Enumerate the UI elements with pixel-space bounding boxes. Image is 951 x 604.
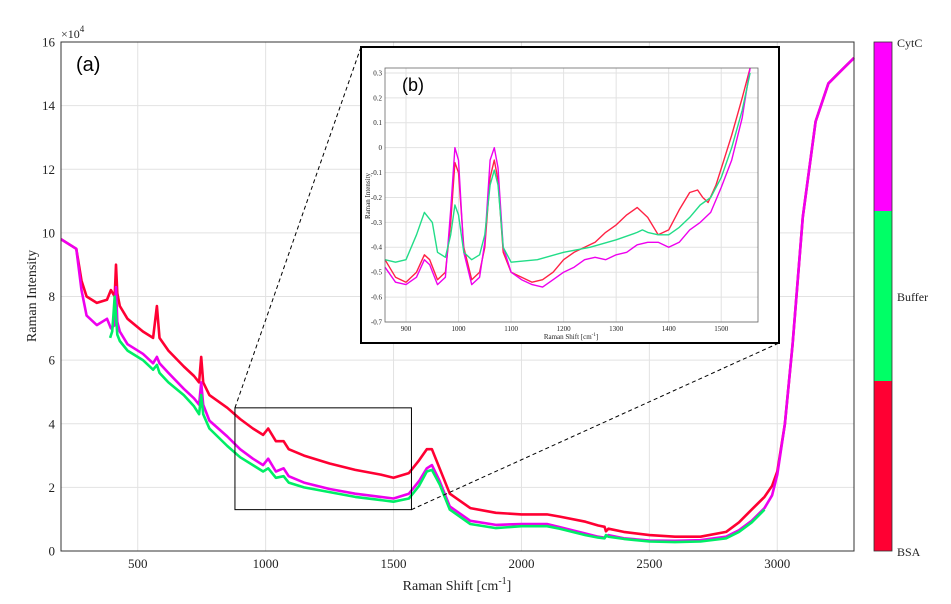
zoom-box bbox=[234, 407, 412, 511]
series-line-bsa bbox=[60, 56, 855, 539]
x-tick-label: 1500 bbox=[714, 325, 729, 333]
x-tick-label: 1500 bbox=[381, 556, 407, 571]
series-line-buffer bbox=[108, 295, 766, 544]
x-tick-label: 3000 bbox=[764, 556, 790, 571]
zoom-connector-bottom bbox=[411, 342, 780, 511]
x-tick-label: 2000 bbox=[508, 556, 534, 571]
y-tick-label: 4 bbox=[49, 416, 56, 431]
series-line-buffer bbox=[384, 72, 751, 263]
x-tick-label: 1000 bbox=[253, 556, 279, 571]
y-tick-label: -0.1 bbox=[371, 169, 383, 177]
colorbar-segment-buffer bbox=[874, 211, 892, 381]
inset-grid bbox=[385, 68, 758, 323]
inset-x-axis-label-sup: -1 bbox=[592, 333, 597, 338]
y-exponent-base: ×10 bbox=[61, 27, 80, 41]
inset-plot: 900 1000 1100 1200 1300 1400 1500 -0.7 -0.6 -0.5… bbox=[360, 46, 780, 344]
x-tick-label: 1000 bbox=[452, 325, 467, 333]
main-x-axis-label-tail: ] bbox=[507, 579, 512, 594]
y-tick-label: 0.1 bbox=[373, 119, 382, 127]
main-series bbox=[60, 56, 855, 544]
x-tick-label: 1200 bbox=[557, 325, 572, 333]
y-exponent-label: ×104 bbox=[61, 24, 85, 41]
y-tick-label: 0.2 bbox=[373, 94, 382, 102]
y-tick-label: 16 bbox=[42, 35, 56, 50]
colorbar-legend: CytC Buffer BSA bbox=[873, 36, 928, 559]
y-tick-label: -0.6 bbox=[371, 294, 383, 302]
main-y-tick-labels: 0 2 4 6 8 10 12 14 16 bbox=[42, 35, 56, 559]
series-line-cytc bbox=[384, 67, 751, 288]
y-tick-label: -0.2 bbox=[371, 194, 383, 202]
x-tick-label: 900 bbox=[401, 325, 412, 333]
y-tick-label: 8 bbox=[49, 289, 56, 304]
y-tick-label: -0.4 bbox=[371, 244, 383, 252]
inset-y-tick-labels: -0.7 -0.6 -0.5 -0.4 -0.3 -0.2 -0.1 0 0.1 0.2 0.3 bbox=[371, 69, 383, 326]
x-tick-label: 1300 bbox=[609, 325, 624, 333]
panel-label-b: (b) bbox=[402, 75, 424, 95]
y-tick-label: 6 bbox=[49, 353, 56, 368]
x-tick-label: 1100 bbox=[504, 325, 518, 333]
main-x-tick-labels: 500 1000 1500 2000 2500 3000 bbox=[128, 556, 790, 571]
y-tick-label: 12 bbox=[42, 162, 55, 177]
x-tick-label: 1400 bbox=[662, 325, 677, 333]
y-tick-label: 10 bbox=[42, 225, 55, 240]
y-tick-label: 2 bbox=[49, 480, 56, 495]
series-line-cytc bbox=[60, 56, 855, 543]
y-tick-label: 14 bbox=[42, 98, 56, 113]
y-exponent-power: 4 bbox=[80, 24, 85, 34]
inset-x-axis-label-tail: ] bbox=[596, 333, 598, 341]
y-tick-label: -0.5 bbox=[371, 269, 383, 277]
main-x-axis-label-sup: -1 bbox=[498, 576, 506, 587]
inset-y-axis-label: Raman Intensity bbox=[364, 172, 372, 219]
y-tick-label: 0 bbox=[49, 544, 56, 559]
inset-x-tick-labels: 900 1000 1100 1200 1300 1400 1500 bbox=[401, 325, 729, 333]
panel-label-a: (a) bbox=[76, 54, 100, 76]
y-tick-label: -0.3 bbox=[371, 219, 383, 227]
y-tick-label: -0.7 bbox=[371, 318, 383, 326]
colorbar-label-bsa: BSA bbox=[897, 545, 921, 559]
y-tick-label: 0.3 bbox=[373, 69, 382, 77]
colorbar-segment-cytc bbox=[874, 42, 892, 211]
x-tick-label: 500 bbox=[128, 556, 148, 571]
inset-x-axis-label-text: Raman Shift [cm bbox=[544, 333, 592, 341]
colorbar-segment-bsa bbox=[874, 381, 892, 551]
main-y-axis-label: Raman Intensity bbox=[25, 250, 40, 342]
inset-x-axis-label: Raman Shift [cm-1] bbox=[544, 333, 598, 341]
colorbar-label-buffer: Buffer bbox=[897, 290, 928, 304]
y-tick-label: 0 bbox=[379, 144, 383, 152]
colorbar-label-cytc: CytC bbox=[897, 36, 922, 50]
main-x-axis-label-text: Raman Shift [cm bbox=[403, 579, 499, 594]
main-x-axis-label: Raman Shift [cm-1] bbox=[403, 576, 512, 594]
zoom-connector-top bbox=[234, 46, 362, 409]
inset-series bbox=[384, 67, 751, 288]
x-tick-label: 2500 bbox=[636, 556, 662, 571]
